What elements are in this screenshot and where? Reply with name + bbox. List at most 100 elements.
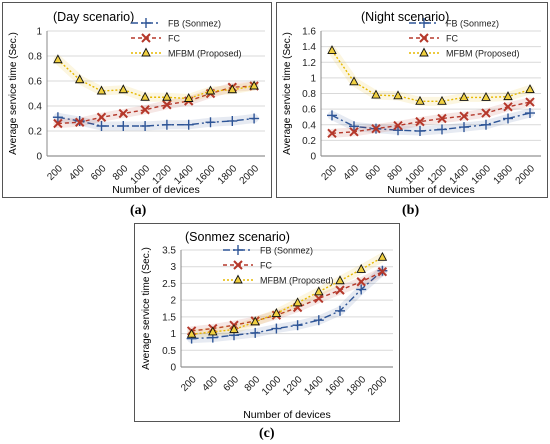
x-tick-label: 800 — [111, 163, 131, 183]
x-tick-label: 200 — [45, 163, 65, 183]
data-point — [377, 251, 388, 261]
x-tick-label: 400 — [341, 163, 361, 183]
data-point — [205, 117, 216, 128]
data-point — [118, 84, 129, 94]
x-tick-label: 2000 — [514, 163, 538, 187]
series-line — [331, 50, 531, 103]
data-point — [349, 121, 359, 132]
y-tick-label: 0 — [310, 152, 316, 163]
x-tick-label: 2000 — [366, 374, 390, 398]
data-point — [227, 84, 238, 94]
data-point — [208, 326, 218, 336]
y-tick-label: 1.5 — [162, 312, 176, 323]
legend-entry: FC — [260, 261, 272, 271]
data-point — [74, 74, 85, 84]
data-point — [503, 113, 513, 124]
data-point — [356, 263, 366, 273]
y-axis-label: Average service time (Sec.) — [282, 32, 293, 155]
data-point — [140, 91, 150, 101]
y-tick-label: 1 — [36, 27, 42, 38]
x-tick-label: 1200 — [281, 374, 305, 398]
x-tick-label: 400 — [200, 374, 220, 394]
data-point — [525, 84, 535, 94]
data-point — [292, 320, 303, 331]
data-point — [96, 121, 107, 131]
legend-marker — [233, 245, 243, 255]
data-point — [437, 95, 447, 105]
legend-marker — [233, 260, 243, 270]
data-point — [327, 128, 337, 139]
x-tick-label: 600 — [221, 374, 241, 394]
x-tick-label: 200 — [179, 374, 199, 394]
x-tick-label: 1800 — [492, 163, 516, 187]
legend-entry: FB (Sonmez) — [168, 19, 221, 29]
data-point — [356, 277, 366, 287]
data-point — [250, 327, 261, 338]
data-point — [481, 91, 491, 101]
data-point — [53, 118, 63, 129]
legend: FB (Sonmez) FC MFBM (Proposed) — [223, 245, 334, 286]
data-point — [314, 286, 324, 296]
data-point — [314, 293, 324, 304]
x-axis-label: Number of devices — [387, 184, 475, 196]
x-tick-label: 600 — [89, 163, 109, 183]
legend: FB (Sonmez) FC MFBM (Proposed) — [409, 18, 520, 59]
y-tick-label: 0.8 — [302, 89, 316, 100]
y-tick-label: 0.6 — [28, 77, 42, 88]
data-point — [393, 90, 403, 100]
x-tick-label: 1000 — [260, 374, 284, 398]
panel-label-a: (a) — [130, 203, 147, 218]
data-point — [459, 91, 469, 101]
legend-entry: MFBM (Proposed) — [168, 49, 242, 59]
data-point — [459, 111, 469, 121]
series-halo — [187, 267, 387, 336]
legend-entry: MFBM (Proposed) — [260, 276, 334, 286]
data-point — [459, 122, 469, 133]
y-tick-label: 1.4 — [302, 42, 316, 53]
data-point — [250, 316, 260, 326]
series-halo — [53, 55, 259, 103]
y-tick-label: 0.2 — [28, 127, 42, 138]
legend-entry: MFBM (Proposed) — [446, 49, 520, 59]
y-axis-label: Average service time (Sec.) — [8, 32, 19, 155]
y-tick-label: 0.6 — [302, 105, 316, 116]
data-point — [249, 80, 259, 90]
data-point — [335, 305, 345, 316]
series-3 — [327, 45, 535, 106]
data-point — [74, 117, 85, 127]
data-point — [327, 110, 337, 121]
chart-title: (Day scenario) — [53, 10, 134, 24]
data-point — [227, 116, 238, 126]
series-line — [331, 112, 531, 132]
data-point — [525, 97, 535, 107]
data-point — [349, 76, 359, 86]
data-point — [335, 275, 345, 285]
legend-marker — [141, 33, 151, 43]
x-tick-label: 1400 — [302, 374, 326, 398]
data-point — [118, 121, 129, 131]
x-axis-label: Number of devices — [243, 409, 331, 421]
series-3 — [186, 251, 388, 339]
y-tick-label: 0 — [170, 363, 176, 374]
panel-label-c: (c) — [259, 426, 275, 441]
legend-entry: FB (Sonmez) — [260, 246, 313, 256]
data-point — [349, 127, 359, 137]
y-tick-label: 1 — [170, 329, 176, 340]
y-axis-label: Average service time (Sec.) — [141, 247, 152, 370]
series-halo — [187, 252, 387, 339]
data-point — [503, 102, 513, 112]
data-point — [371, 89, 381, 99]
y-tick-label: 0 — [36, 152, 42, 163]
y-tick-label: 0.5 — [162, 346, 176, 357]
data-point — [96, 112, 107, 122]
data-point — [271, 323, 282, 334]
x-tick-label: 200 — [319, 163, 339, 183]
data-point — [415, 116, 425, 127]
y-tick-label: 0.2 — [302, 136, 316, 147]
legend-marker — [233, 274, 243, 284]
panel-label-b: (b) — [402, 203, 420, 218]
data-point — [313, 315, 324, 326]
x-tick-label: 600 — [363, 163, 383, 183]
y-tick-label: 1.2 — [302, 58, 316, 69]
